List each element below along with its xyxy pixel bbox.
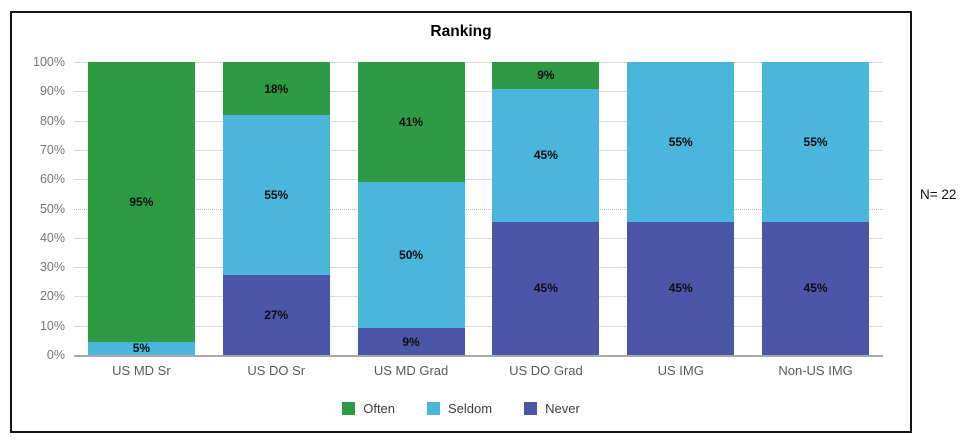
bar-segment-seldom: 55%: [627, 62, 735, 222]
x-axis-label-non-us-img: Non-US IMG: [778, 363, 853, 378]
legend-item-often: Often: [342, 401, 395, 416]
stacked-bar: 55% 45%: [627, 62, 735, 355]
bar-segment-often: 18%: [222, 62, 330, 116]
y-axis-tick-label: 50%: [39, 201, 65, 216]
gridline-30: [74, 267, 883, 269]
gridline-90: [74, 91, 883, 93]
x-axis-line: [74, 355, 883, 357]
gridline-80: [74, 120, 883, 122]
bar-segment-seldom: 50%: [357, 181, 465, 329]
bar-column-us-md-sr: 95% 5%: [74, 62, 209, 355]
x-axis-label-us-md-sr: US MD Sr: [112, 363, 171, 378]
x-axis-label-us-do-grad: US DO Grad: [509, 363, 583, 378]
bar-segment-never: 9%: [357, 328, 465, 355]
segment-value-label: 18%: [264, 81, 289, 96]
legend-swatch-often: [342, 402, 356, 415]
bar-segment-seldom: 55%: [222, 115, 330, 276]
x-axis-label-us-do-sr: US DO Sr: [247, 363, 306, 378]
legend: Often Seldom Never: [12, 401, 910, 416]
bar-segment-never: 45%: [762, 221, 870, 355]
legend-swatch-seldom: [427, 402, 441, 415]
stacked-bar: 55% 45%: [762, 62, 870, 355]
gridline-40: [74, 237, 883, 239]
legend-swatch-never: [524, 402, 538, 415]
segment-value-label: 5%: [132, 341, 151, 356]
legend-item-never: Never: [524, 401, 580, 416]
y-axis-tick-label: 90%: [39, 84, 65, 99]
chart-frame: Ranking 0% 10% 20% 30% 40% 50% 60% 70% 80% 90% 100…: [10, 11, 912, 433]
segment-value-label: 27%: [264, 308, 289, 323]
segment-value-label: 45%: [668, 281, 693, 296]
segment-value-label: 55%: [803, 134, 828, 149]
y-axis-tick-label: 70%: [39, 142, 65, 157]
bar-segment-never: 45%: [627, 221, 735, 355]
sample-size-label: N= 22: [920, 187, 957, 202]
x-axis-label-us-img: US IMG: [657, 363, 704, 378]
gridline-10: [74, 325, 883, 327]
segment-value-label: 45%: [533, 281, 558, 296]
bar-column-us-do-grad: 9% 45% 45%: [479, 62, 614, 355]
stacked-bar: 9% 45% 45%: [492, 62, 600, 355]
y-axis-tick-label: 80%: [39, 113, 65, 128]
legend-label: Never: [545, 401, 580, 416]
stacked-bar: 95% 5%: [87, 62, 195, 356]
gridline-100: [74, 62, 883, 63]
legend-item-seldom: Seldom: [427, 401, 492, 416]
segment-value-label: 55%: [264, 188, 289, 203]
legend-label: Seldom: [448, 401, 493, 416]
stacked-bar: 41% 50% 9%: [357, 62, 465, 355]
legend-label: Often: [363, 401, 396, 416]
gridline-20: [74, 296, 883, 298]
y-axis-tick-label: 100%: [33, 55, 65, 69]
segment-value-label: 45%: [533, 148, 558, 163]
y-axis-tick-label: 0%: [46, 348, 65, 362]
y-axis-tick-label: 40%: [39, 230, 65, 245]
segment-value-label: 45%: [803, 281, 828, 296]
bar-segment-never: 27%: [222, 275, 330, 355]
gridline-70: [74, 149, 883, 151]
bar-segment-seldom: 55%: [762, 62, 870, 222]
stacked-bar: 18% 55% 27%: [222, 62, 330, 355]
gridline-60: [74, 179, 883, 181]
plot-area: 95% 5% 18% 55% 27% 41% 50% 9% 9% 45% 45% 55% 45% 55% 4…: [74, 62, 883, 357]
y-axis-tick-label: 10%: [39, 318, 65, 333]
segment-value-label: 9%: [537, 68, 555, 83]
y-axis-tick-label: 60%: [39, 172, 65, 187]
bar-column-us-do-sr: 18% 55% 27%: [209, 62, 344, 355]
bar-segment-often: 9%: [492, 62, 600, 89]
segment-value-label: 9%: [402, 334, 420, 349]
bar-column-us-img: 55% 45%: [613, 62, 748, 355]
y-axis-tick-label: 30%: [39, 260, 65, 275]
gridline-50: [74, 208, 883, 210]
bar-segment-never: 45%: [492, 221, 600, 355]
segment-value-label: 55%: [668, 134, 693, 149]
y-axis-tick-label: 20%: [39, 289, 65, 304]
bar-segment-seldom: 5%: [87, 341, 195, 356]
bar-column-non-us-img: 55% 45%: [748, 62, 883, 355]
bar-segment-seldom: 45%: [492, 88, 600, 222]
bar-segment-often: 95%: [87, 62, 195, 342]
x-axis-label-us-md-grad: US MD Grad: [373, 363, 449, 378]
segment-value-label: 50%: [399, 248, 424, 263]
chart-title: Ranking: [430, 23, 492, 40]
segment-value-label: 41%: [399, 114, 424, 129]
segment-value-label: 95%: [129, 194, 154, 209]
bar-column-us-md-grad: 41% 50% 9%: [344, 62, 479, 355]
bar-segment-often: 41%: [357, 62, 465, 182]
